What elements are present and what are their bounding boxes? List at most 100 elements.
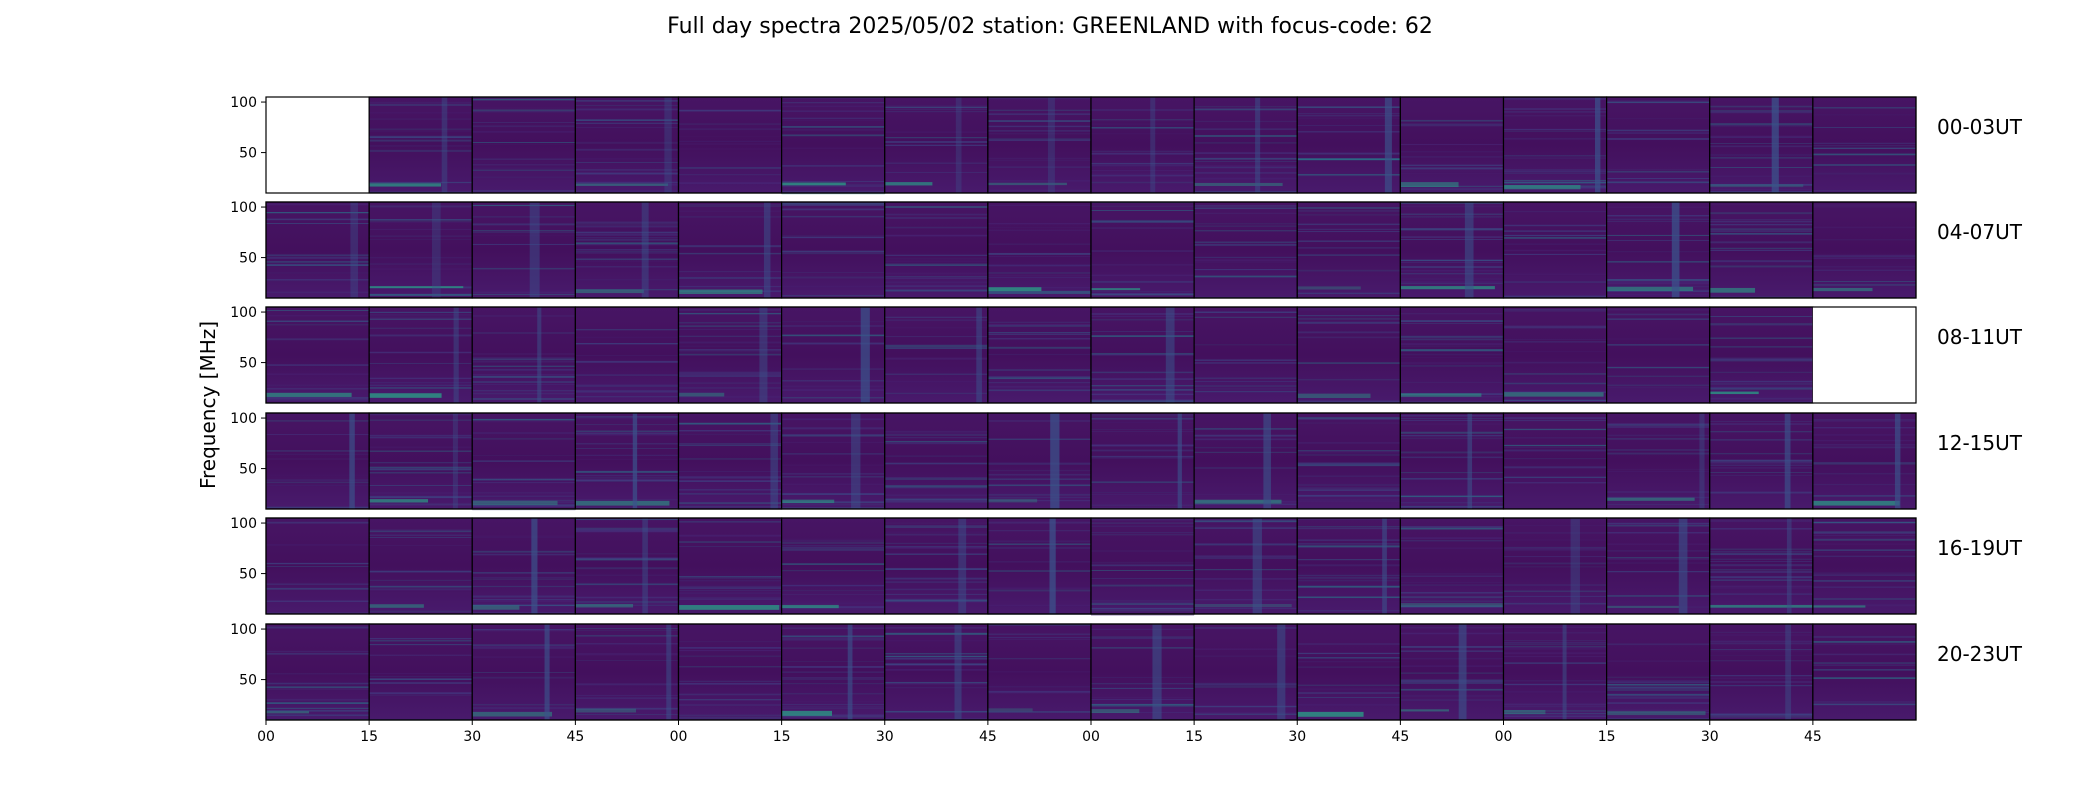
frequency-band <box>369 496 473 499</box>
low-frequency-band <box>575 289 644 294</box>
frequency-band <box>1400 228 1504 231</box>
frequency-band <box>369 677 473 680</box>
frequency-band <box>884 264 988 266</box>
burst-stripe <box>666 624 672 720</box>
frequency-band <box>781 590 885 592</box>
panel-background <box>1606 413 1710 509</box>
spectrum-panel <box>1606 306 1711 404</box>
frequency-band <box>1194 256 1298 258</box>
frequency-band <box>472 504 576 507</box>
frequency-band <box>1709 182 1813 184</box>
frequency-band <box>1709 642 1813 644</box>
spectrum-panel <box>1399 623 1505 721</box>
low-frequency-band <box>472 500 558 506</box>
frequency-band <box>472 332 576 334</box>
frequency-band <box>987 264 1091 266</box>
frequency-band <box>678 585 782 588</box>
frequency-band <box>1503 155 1607 157</box>
frequency-band <box>678 430 782 432</box>
frequency-band <box>1400 143 1504 146</box>
frequency-band <box>884 494 988 496</box>
spectrum-panel <box>987 306 1092 404</box>
frequency-band <box>1194 259 1298 262</box>
y-tick-label: 50 <box>239 567 257 583</box>
frequency-band <box>1400 345 1504 347</box>
frequency-band <box>987 166 1091 168</box>
panel-background <box>1606 624 1710 720</box>
frequency-band <box>884 254 988 257</box>
x-tick-label: 45 <box>566 729 584 745</box>
frequency-band <box>266 280 370 282</box>
frequency-band <box>266 626 370 629</box>
burst-stripe <box>976 307 982 403</box>
frequency-band <box>884 669 988 671</box>
frequency-band <box>575 355 679 356</box>
frequency-band <box>472 122 576 124</box>
frequency-band <box>1194 607 1298 610</box>
frequency-band <box>781 276 885 279</box>
frequency-band <box>884 710 988 713</box>
frequency-band <box>266 433 370 435</box>
frequency-band <box>1812 446 1916 449</box>
low-frequency-band <box>369 499 429 503</box>
frequency-band <box>369 692 473 694</box>
frequency-band <box>987 139 1091 141</box>
frequency-band <box>678 210 782 213</box>
frequency-band <box>1812 257 1916 260</box>
frequency-band <box>575 182 679 184</box>
frequency-band <box>781 542 885 544</box>
frequency-band <box>1503 648 1607 651</box>
frequency-band <box>1709 157 1813 159</box>
frequency-band <box>1400 497 1504 499</box>
frequency-band <box>781 454 885 456</box>
frequency-band <box>678 587 782 590</box>
frequency-band <box>1812 643 1916 645</box>
frequency-band <box>1606 550 1710 552</box>
frequency-band <box>472 551 576 553</box>
spectrum-panel <box>987 517 1092 615</box>
frequency-band <box>1400 600 1504 602</box>
frequency-band <box>884 276 988 278</box>
frequency-band <box>678 182 782 185</box>
frequency-band <box>1503 399 1607 401</box>
frequency-band <box>472 645 576 648</box>
frequency-band <box>1297 475 1401 477</box>
frequency-band <box>781 647 885 649</box>
frequency-band <box>369 327 473 329</box>
frequency-band <box>987 332 1091 334</box>
spectrum-panel <box>1709 412 1814 510</box>
frequency-band <box>1194 447 1298 449</box>
frequency-band <box>1606 683 1710 686</box>
frequency-band <box>1194 165 1298 168</box>
panel-background <box>1297 202 1401 298</box>
frequency-band <box>369 222 473 224</box>
frequency-band <box>1709 358 1813 361</box>
frequency-band <box>1606 285 1710 288</box>
frequency-band <box>1297 487 1401 490</box>
frequency-band <box>884 655 988 658</box>
low-frequency-band <box>1812 605 1866 608</box>
frequency-band <box>884 552 988 555</box>
frequency-band <box>1400 477 1504 480</box>
frequency-band <box>472 703 576 706</box>
panel-background <box>987 624 1091 720</box>
frequency-band <box>1297 692 1401 694</box>
frequency-band <box>1812 495 1916 497</box>
frequency-band <box>1503 642 1607 644</box>
frequency-band <box>1400 120 1504 122</box>
frequency-band <box>1091 210 1195 212</box>
frequency-band <box>1503 562 1607 565</box>
frequency-band <box>1709 189 1813 191</box>
frequency-band <box>472 707 576 709</box>
spectrum-panel <box>884 517 989 615</box>
burst-stripe <box>1150 97 1156 193</box>
frequency-band <box>1606 118 1710 120</box>
frequency-band <box>1400 349 1504 351</box>
frequency-band <box>575 415 679 418</box>
panel-background <box>575 307 679 403</box>
panel-background <box>1091 307 1195 403</box>
frequency-band <box>1194 157 1298 159</box>
frequency-band <box>266 707 370 710</box>
frequency-band <box>1400 495 1504 498</box>
frequency-band <box>1091 564 1195 567</box>
